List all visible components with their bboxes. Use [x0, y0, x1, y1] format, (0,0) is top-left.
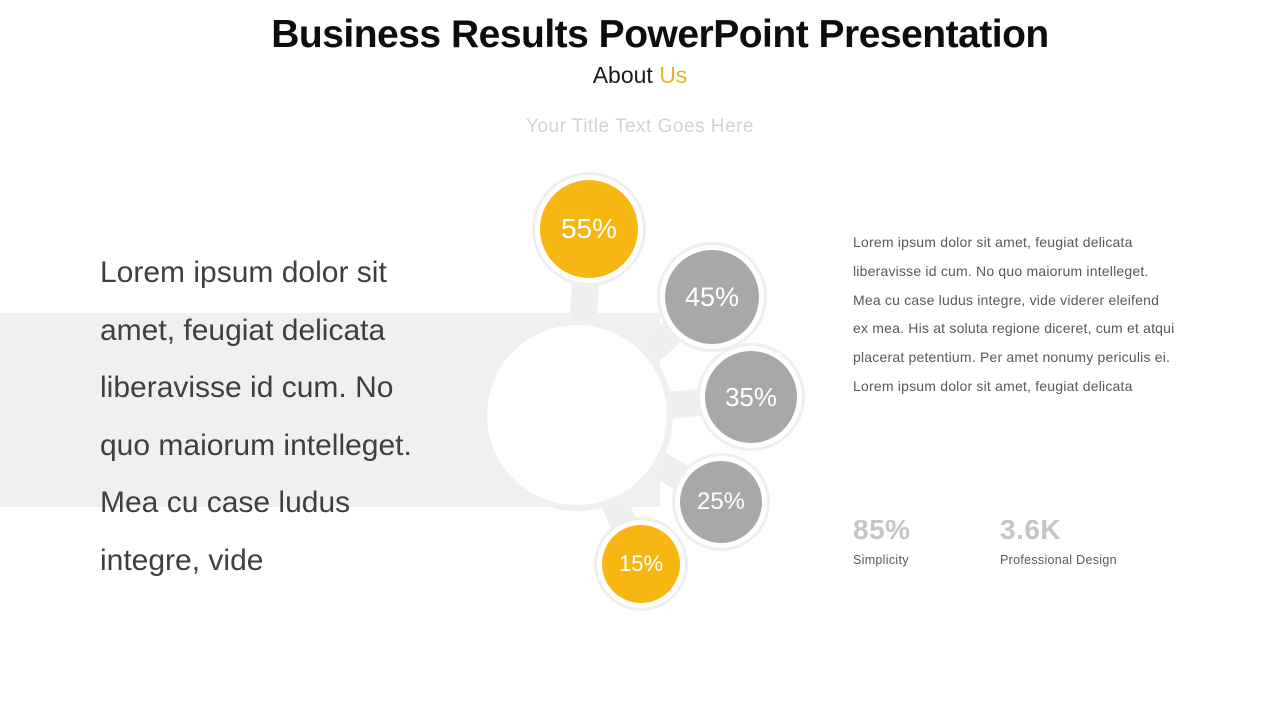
slide-title: Business Results PowerPoint Presentation	[271, 13, 1049, 56]
bubble-label: 15%	[618, 551, 664, 576]
stat-value: 3.6K	[1000, 514, 1062, 545]
bubble-label: 45%	[684, 281, 740, 312]
central-circle	[487, 325, 667, 505]
left-paragraph: Lorem ipsum dolor sit amet, feugiat deli…	[100, 256, 412, 577]
bubble-label: 25%	[696, 488, 746, 515]
right-paragraph: Lorem ipsum dolor sit amet, feugiat deli…	[853, 234, 1175, 394]
stat-label: Simplicity	[853, 553, 909, 567]
bubble-label: 35%	[724, 381, 778, 412]
slide-subtitle: About Us	[0, 62, 1280, 89]
bubble-45-percent: 45%	[665, 250, 759, 344]
bubble-25-percent: 25%	[680, 461, 762, 543]
stat-simplicity: 85% Simplicity	[853, 514, 938, 567]
bubble-35-percent: 35%	[705, 351, 797, 443]
stat-professional-design: 3.6K Professional Design	[1000, 514, 1117, 567]
stat-value: 85%	[853, 514, 911, 545]
stat-label: Professional Design	[1000, 553, 1117, 567]
bubble-label: 55%	[560, 213, 618, 244]
subtitle-prefix: About	[592, 62, 660, 88]
subtitle-accent: Us	[659, 62, 688, 88]
section-placeholder-title: Your Title Text Goes Here	[526, 116, 754, 137]
bubble-15-percent: 15%	[602, 525, 680, 603]
bubble-55-percent: 55%	[540, 180, 638, 278]
stats-row: 85% Simplicity 3.6K Professional Design	[853, 514, 1117, 567]
